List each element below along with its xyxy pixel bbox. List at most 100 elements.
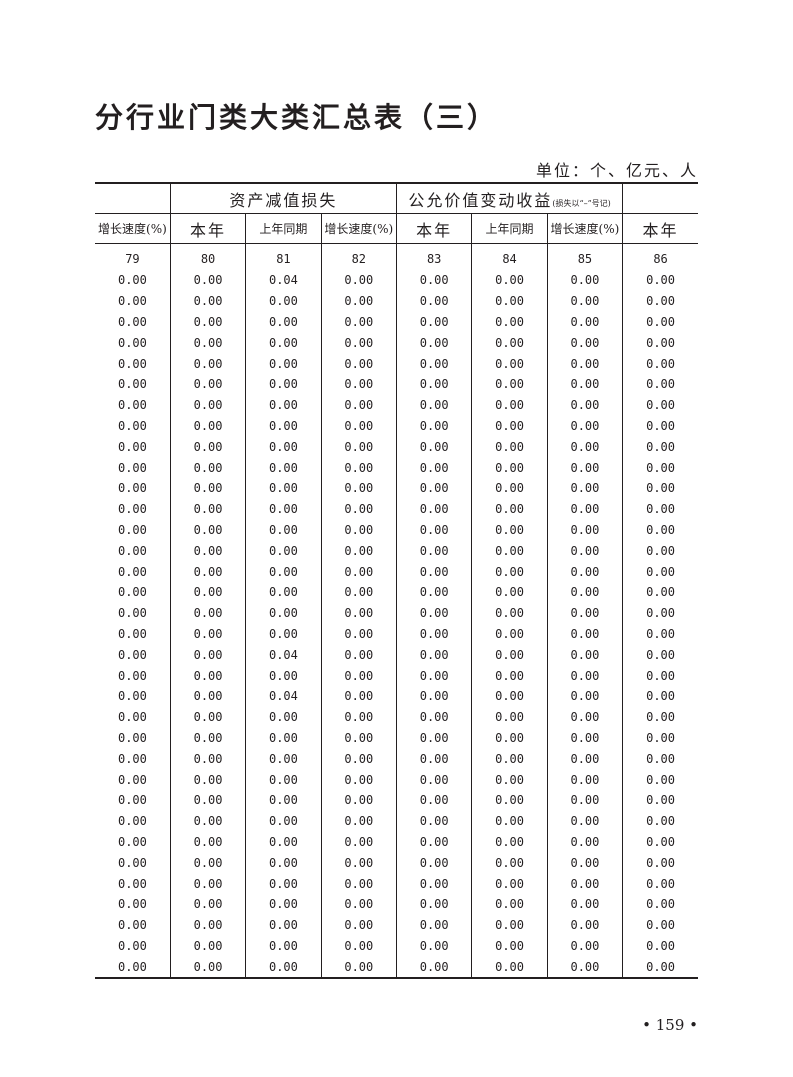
table-cell: 0.00 bbox=[471, 581, 548, 603]
table-cell: 0.00 bbox=[169, 665, 246, 686]
table-cell: 0.00 bbox=[169, 457, 246, 478]
page-number: • 159 • bbox=[642, 1016, 698, 1034]
table-cell: 0.00 bbox=[320, 873, 397, 894]
table-cell: 0.00 bbox=[320, 665, 397, 686]
table-cell: 0.00 bbox=[169, 956, 246, 979]
table-cell: 0.00 bbox=[622, 623, 698, 645]
table-cell: 0.00 bbox=[395, 394, 472, 416]
table-cell: 0.00 bbox=[169, 831, 246, 853]
table-cell: 0.00 bbox=[622, 935, 698, 957]
table-cell: 0.00 bbox=[245, 789, 322, 811]
table-row: 0.00 0.00 0.00 0.00 0.00 0.00 0.00 0.00 bbox=[95, 477, 698, 499]
table-cell: 0.00 bbox=[117, 543, 147, 558]
table-cell: 0.00 bbox=[320, 789, 397, 811]
table-cell: 0.00 bbox=[245, 561, 322, 582]
header-empty bbox=[622, 183, 698, 214]
table-row: 0.00 0.00 0.04 0.00 0.00 0.00 0.00 0.00 bbox=[95, 270, 698, 291]
table-cell: 0.00 bbox=[471, 415, 548, 437]
table-row: 0.00 0.00 0.00 0.00 0.00 0.00 0.00 0.00 bbox=[95, 748, 698, 770]
column-header: 增长速度(%) bbox=[546, 213, 623, 244]
table-row: 0.00 0.00 0.00 0.00 0.00 0.00 0.00 0.00 bbox=[95, 373, 698, 395]
table-cell: 0.00 bbox=[471, 394, 548, 416]
table-row: 0.00 0.00 0.00 0.00 0.00 0.00 0.00 0.00 bbox=[95, 810, 698, 832]
table-cell: 0.00 bbox=[117, 439, 147, 454]
table-cell: 0.00 bbox=[471, 789, 548, 811]
table-cell: 0.00 bbox=[320, 373, 397, 395]
table-cell: 0.00 bbox=[395, 540, 472, 562]
table-cell: 0.00 bbox=[320, 644, 397, 666]
table-cell: 0.00 bbox=[169, 873, 246, 894]
table-cell: 0.00 bbox=[245, 935, 322, 957]
table-cell: 0.00 bbox=[169, 810, 246, 832]
table-cell: 0.00 bbox=[622, 810, 698, 832]
table-cell: 0.00 bbox=[320, 415, 397, 437]
table-cell: 0.00 bbox=[320, 519, 397, 541]
table-cell: 0.04 bbox=[245, 644, 322, 666]
column-header: 上年同期 bbox=[245, 213, 322, 244]
table-cell: 0.00 bbox=[546, 810, 623, 832]
table-cell: 0.00 bbox=[395, 831, 472, 853]
table-cell: 0.00 bbox=[395, 415, 472, 437]
table-cell: 0.00 bbox=[622, 519, 698, 541]
table-cell: 0.00 bbox=[245, 748, 322, 770]
table-row: 0.00 0.00 0.00 0.00 0.00 0.00 0.00 0.00 bbox=[95, 665, 698, 686]
table-row: 0.00 0.00 0.00 0.00 0.00 0.00 0.00 0.00 bbox=[95, 706, 698, 728]
table-cell: 0.00 bbox=[471, 436, 548, 458]
table-row: 0.00 0.00 0.00 0.00 0.00 0.00 0.00 0.00 bbox=[95, 561, 698, 582]
table-row: 0.00 0.00 0.00 0.00 0.00 0.00 0.00 0.00 bbox=[95, 311, 698, 333]
table-cell: 0.00 bbox=[395, 581, 472, 603]
table-cell: 0.00 bbox=[245, 956, 322, 979]
table-cell: 0.00 bbox=[169, 789, 246, 811]
table-cell: 0.00 bbox=[245, 436, 322, 458]
table-cell: 0.00 bbox=[117, 834, 147, 849]
table-cell: 0.00 bbox=[245, 873, 322, 894]
table-cell: 0.00 bbox=[117, 918, 147, 933]
table-cell: 0.00 bbox=[471, 893, 548, 915]
table-cell: 0.00 bbox=[546, 581, 623, 603]
table-cell: 0.00 bbox=[117, 502, 147, 517]
column-number: 83 bbox=[395, 243, 472, 270]
table-cell: 0.00 bbox=[169, 353, 246, 374]
table-cell: 0.00 bbox=[169, 623, 246, 645]
table-cell: 0.00 bbox=[320, 353, 397, 374]
table-cell: 0.00 bbox=[471, 270, 548, 291]
group-title: 公允价值变动收益 bbox=[408, 190, 553, 210]
table-cell: 0.00 bbox=[245, 810, 322, 832]
table-cell: 0.00 bbox=[622, 581, 698, 603]
table-cell: 0.00 bbox=[471, 769, 548, 790]
table-cell: 0.00 bbox=[395, 810, 472, 832]
table-cell: 0.00 bbox=[471, 914, 548, 936]
table-cell: 0.00 bbox=[546, 373, 623, 395]
table-cell: 0.00 bbox=[320, 810, 397, 832]
table-cell: 0.00 bbox=[622, 290, 698, 312]
table-row: 0.00 0.00 0.04 0.00 0.00 0.00 0.00 0.00 bbox=[95, 644, 698, 666]
table-cell: 0.00 bbox=[245, 581, 322, 603]
table-cell: 0.00 bbox=[622, 332, 698, 354]
table-row: 0.00 0.00 0.00 0.00 0.00 0.00 0.00 0.00 bbox=[95, 581, 698, 603]
table-cell: 0.00 bbox=[117, 294, 147, 309]
table-cell: 0.00 bbox=[117, 855, 147, 870]
table-cell: 0.00 bbox=[117, 481, 147, 496]
table-cell: 0.00 bbox=[117, 668, 147, 683]
table-cell: 0.00 bbox=[395, 436, 472, 458]
table-cell: 0.00 bbox=[117, 314, 147, 329]
column-header: 本年 bbox=[622, 213, 698, 244]
summary-table: 资产减值损失 公允价值变动收益(损失以“–”号记) 增长速度(%) 本年 上年同期增… bbox=[95, 182, 698, 980]
table-row: 0.00 0.00 0.00 0.00 0.00 0.00 0.00 0.00 bbox=[95, 353, 698, 374]
table-cell: 0.00 bbox=[546, 789, 623, 811]
column-header: 上年同期 bbox=[471, 213, 548, 244]
table-cell: 0.00 bbox=[622, 311, 698, 333]
table-cell: 0.00 bbox=[320, 394, 397, 416]
table-cell: 0.00 bbox=[622, 415, 698, 437]
table-cell: 0.00 bbox=[245, 540, 322, 562]
table-cell: 0.00 bbox=[245, 852, 322, 874]
table-cell: 0.00 bbox=[471, 935, 548, 957]
table-cell: 0.00 bbox=[320, 498, 397, 520]
table-cell: 0.00 bbox=[622, 457, 698, 478]
table-row: 0.00 0.00 0.00 0.00 0.00 0.00 0.00 0.00 bbox=[95, 769, 698, 790]
table-cell: 0.00 bbox=[117, 522, 147, 537]
table-cell: 0.00 bbox=[169, 498, 246, 520]
table-cell: 0.00 bbox=[622, 436, 698, 458]
table-cell: 0.00 bbox=[546, 935, 623, 957]
table-row: 0.00 0.00 0.00 0.00 0.00 0.00 0.00 0.00 bbox=[95, 789, 698, 811]
